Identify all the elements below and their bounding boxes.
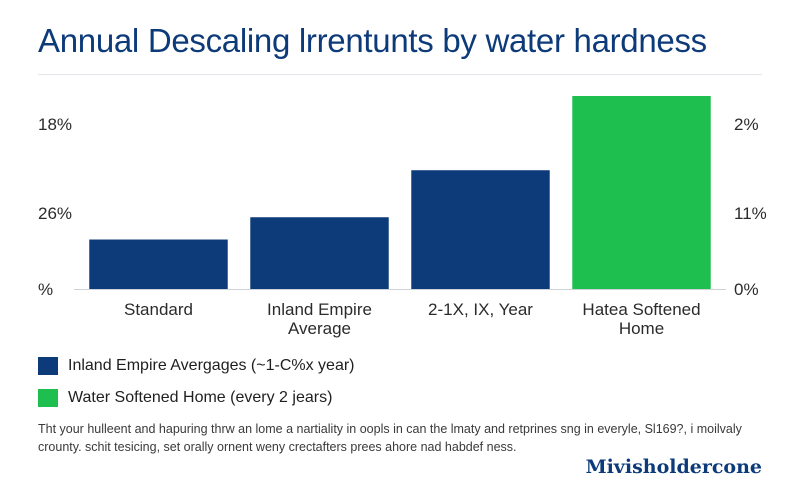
title-divider [38, 74, 762, 75]
bar [411, 170, 550, 289]
left-axis: % 26% 18% [38, 115, 72, 299]
brand-logo-text: Mivisholdercone [585, 456, 762, 478]
y2-tick-label: 11% [734, 204, 767, 223]
legend-label: Inland Empire Avergages (~1-C%x year) [68, 357, 355, 374]
y2-tick-label: 2% [734, 115, 759, 134]
bar [89, 239, 228, 289]
right-axis: 0% 11% 2% [734, 115, 767, 299]
category-label: 2-1X, IX, Year [428, 300, 533, 319]
legend-swatch [38, 389, 58, 407]
y-tick-label: 26% [38, 204, 72, 223]
legend-swatch [38, 357, 58, 375]
y2-tick-label: 0% [734, 280, 759, 299]
y-tick-label: 18% [38, 115, 72, 134]
legend-item: Water Softened Home (every 2 jears) [38, 382, 355, 414]
bar-group [89, 96, 711, 289]
legend: Inland Empire Avergages (~1-C%x year) Wa… [38, 350, 355, 414]
bar [250, 217, 389, 289]
bar [572, 96, 711, 289]
category-label: Inland Empire Average [267, 300, 372, 338]
chart-title: Annual Descaling lrrentunts by water har… [38, 22, 707, 59]
category-label: Hatea Softened Home [582, 300, 700, 338]
footnote: Tht your hulleent and hapuring thrw an l… [38, 422, 742, 454]
bar-chart: % 26% 18% 0% 11% 2% Standard Inland Empire Ave… [38, 96, 767, 338]
legend-item: Inland Empire Avergages (~1-C%x year) [38, 350, 355, 382]
legend-label: Water Softened Home (every 2 jears) [68, 389, 333, 406]
y-tick-label: % [38, 280, 53, 299]
category-label: Standard [124, 300, 193, 319]
category-labels: Standard Inland Empire Average 2-1X, IX, Ye… [124, 300, 701, 338]
